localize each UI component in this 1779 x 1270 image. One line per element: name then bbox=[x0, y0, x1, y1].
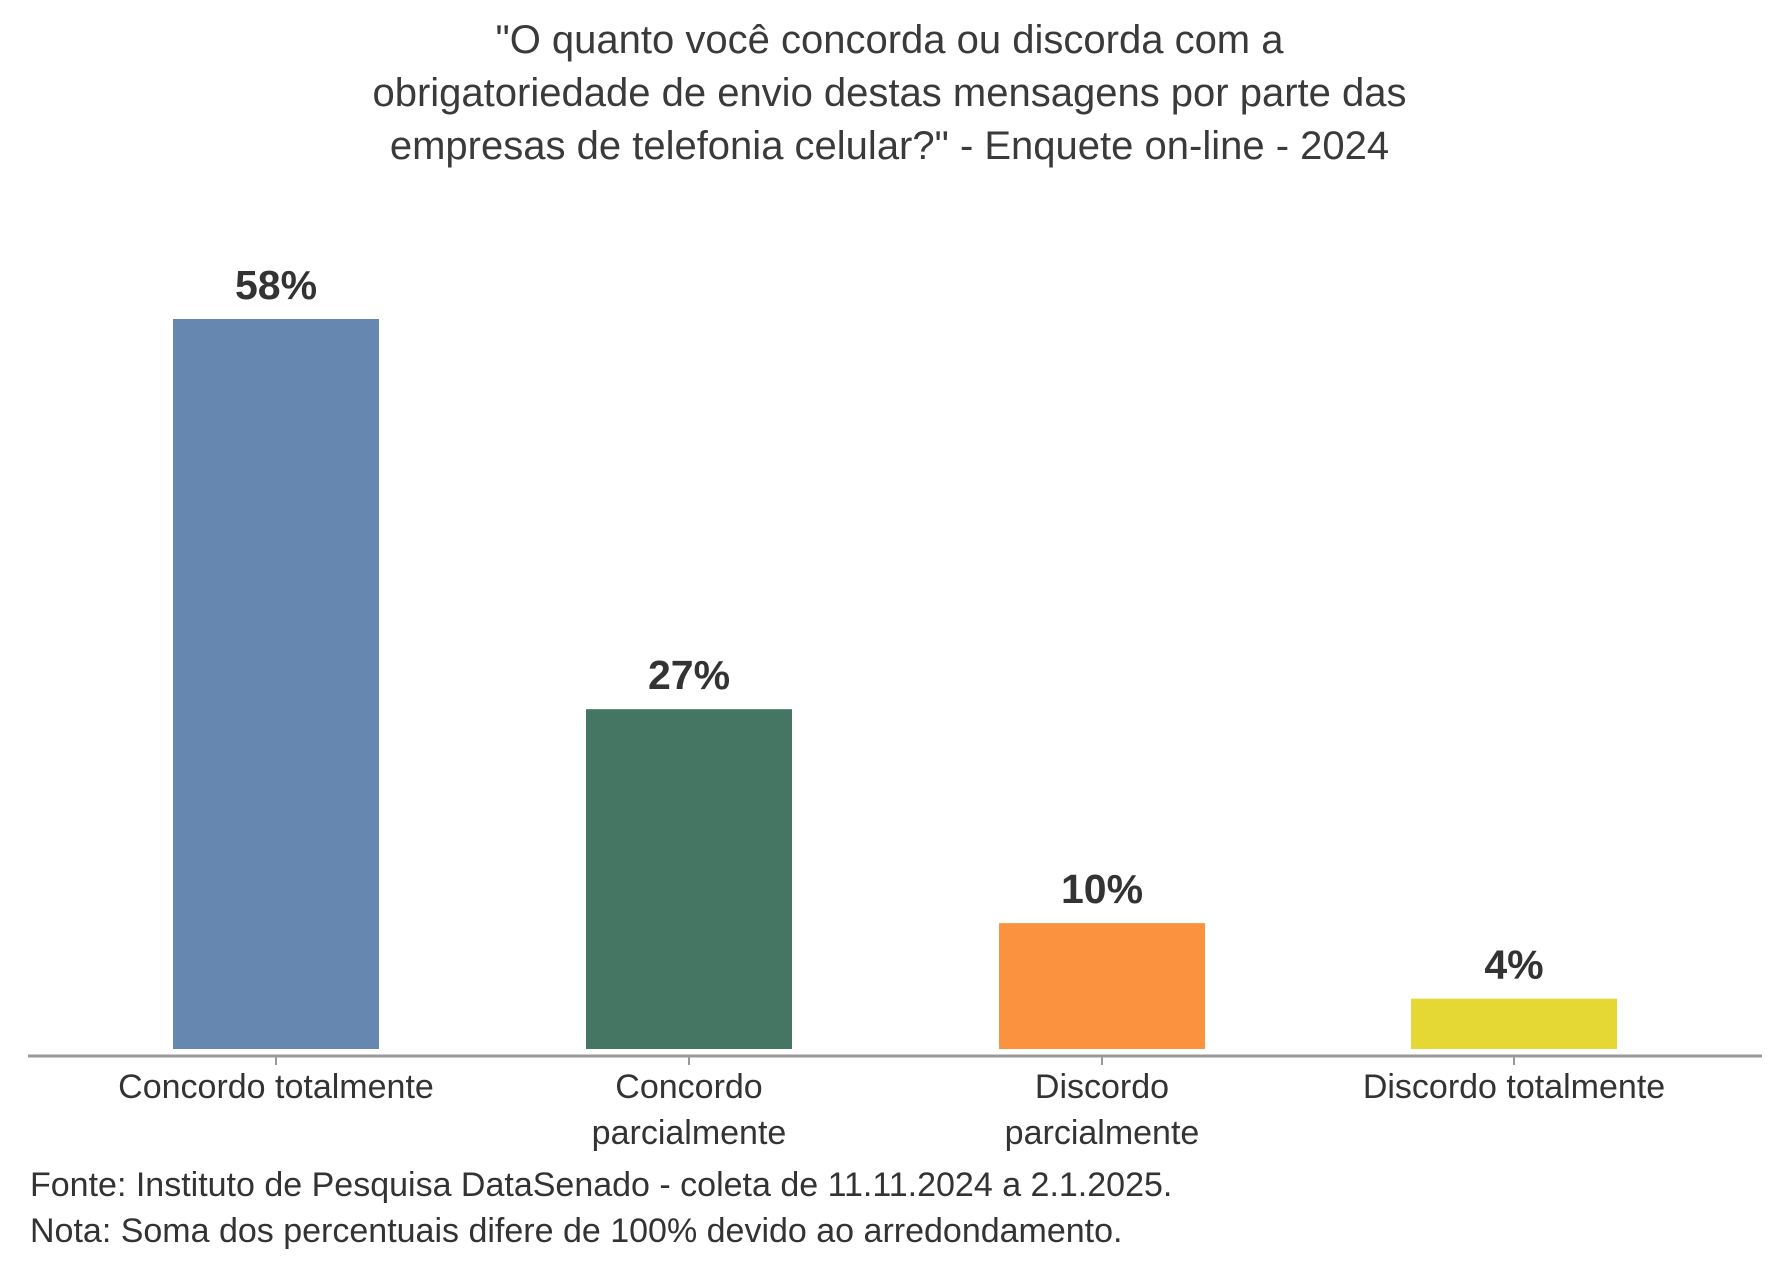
value-label: 4% bbox=[1484, 942, 1543, 988]
value-label: 10% bbox=[1061, 866, 1143, 912]
title-line: obrigatoriedade de envio destas mensagen… bbox=[372, 71, 1407, 115]
footnote: Nota: Soma dos percentuais difere de 100… bbox=[30, 1212, 1123, 1250]
category-label: Concordo totalmente bbox=[118, 1068, 434, 1106]
source-note: Fonte: Instituto de Pesquisa DataSenado … bbox=[30, 1166, 1173, 1204]
category-label: Discordo bbox=[1035, 1068, 1169, 1106]
bar bbox=[586, 709, 792, 1049]
category-label: parcialmente bbox=[592, 1114, 787, 1152]
chart-title: "O quanto você concorda ou discorda com … bbox=[0, 14, 1779, 173]
value-label: 58% bbox=[235, 262, 317, 308]
category-label: Discordo totalmente bbox=[1363, 1068, 1665, 1106]
category-label: parcialmente bbox=[1005, 1114, 1200, 1152]
value-label: 27% bbox=[648, 652, 730, 698]
category-label: Concordo bbox=[615, 1068, 762, 1106]
bar bbox=[173, 319, 379, 1049]
bar bbox=[1411, 998, 1617, 1049]
title-line: "O quanto você concorda ou discorda com … bbox=[495, 18, 1284, 62]
title-line: empresas de telefonia celular?" - Enquet… bbox=[389, 124, 1390, 168]
bar bbox=[999, 923, 1205, 1049]
